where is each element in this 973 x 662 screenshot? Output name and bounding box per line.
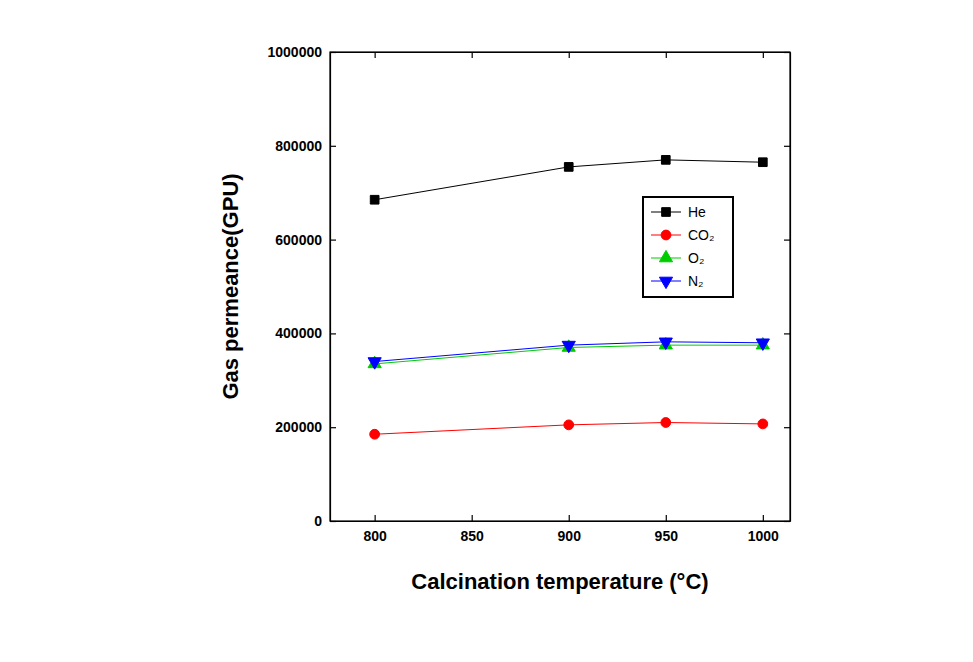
tick (784, 240, 790, 241)
tick: 800000 (275, 138, 336, 154)
legend-label: He (688, 204, 706, 220)
tick-mark (569, 515, 570, 521)
y-axis-title: Gas permeance(GPU) (218, 173, 243, 399)
tick-mark (375, 515, 376, 521)
tick: 1000 (748, 515, 779, 544)
tick-label: 850 (461, 528, 485, 544)
tick: 200000 (275, 419, 336, 435)
legend-label: N₂ (688, 273, 704, 289)
tick-mark (330, 333, 336, 334)
tick (784, 146, 790, 147)
tick-mark (666, 515, 667, 521)
tick-label: 600000 (275, 232, 322, 248)
legend-marker (661, 230, 671, 240)
tick-mark (763, 515, 764, 521)
tick-mark (330, 521, 336, 522)
tick-mark (784, 52, 790, 53)
tick-mark (472, 515, 473, 521)
marker (368, 358, 381, 369)
tick (472, 52, 473, 58)
tick-mark (784, 240, 790, 241)
tick-mark (784, 333, 790, 334)
series-line (375, 342, 763, 362)
marker (758, 419, 768, 429)
x-axis-title: Calcination temperature (°C) (411, 569, 708, 594)
marker (758, 158, 767, 167)
legend-marker (659, 250, 672, 261)
plot-frame (330, 52, 790, 521)
tick-label: 1000000 (267, 44, 322, 60)
tick: 950 (655, 515, 679, 544)
tick: 850 (461, 515, 485, 544)
marker (661, 418, 671, 428)
tick-mark (784, 427, 790, 428)
tick-label: 950 (655, 528, 679, 544)
legend: He CO₂ O₂ N₂ (643, 197, 733, 297)
tick (666, 52, 667, 58)
plot-marks (368, 156, 769, 440)
tick-label: 800000 (275, 138, 322, 154)
tick-mark (330, 240, 336, 241)
tick (784, 427, 790, 428)
tick-label: 0 (314, 513, 322, 529)
tick: 1000000 (267, 44, 336, 60)
x-axis-top-line (331, 52, 791, 53)
y-axis-right (784, 53, 791, 522)
tick-label: 900 (558, 528, 582, 544)
y-axis-line (330, 53, 331, 522)
tick-mark (763, 52, 764, 58)
tick-label: 1000 (748, 528, 779, 544)
tick-mark (330, 146, 336, 147)
tick (784, 52, 790, 53)
tick-mark (784, 521, 790, 522)
marker (661, 156, 670, 165)
tick-mark (330, 427, 336, 428)
tick: 800 (363, 515, 387, 544)
marker (564, 420, 574, 430)
x-axis: 800 850 900 950 1000 (331, 515, 791, 544)
tick: 0 (314, 513, 336, 529)
legend-label: CO₂ (688, 227, 714, 243)
tick-mark (330, 52, 336, 53)
tick-label: 200000 (275, 419, 322, 435)
tick: 900 (558, 515, 582, 544)
tick-label: 400000 (275, 325, 322, 341)
legend-marker (659, 277, 672, 288)
tick (763, 52, 764, 58)
series-line (375, 160, 763, 200)
y-axis: 0 200000 400000 600000 800000 1000000 (267, 44, 336, 529)
tick-label: 800 (363, 528, 387, 544)
tick-mark (666, 52, 667, 58)
legend-label: O₂ (688, 250, 704, 266)
tick (375, 52, 376, 58)
legend-box (643, 197, 733, 297)
legend-marker (662, 208, 671, 217)
tick-mark (569, 52, 570, 58)
marker (564, 163, 573, 172)
tick (784, 333, 790, 334)
tick-mark (472, 52, 473, 58)
marker (370, 429, 380, 439)
y-axis-right-line (790, 53, 791, 522)
x-axis-top (331, 52, 791, 58)
marker (756, 339, 769, 350)
tick (569, 52, 570, 58)
marker (562, 341, 575, 352)
marker (659, 338, 672, 349)
tick: 600000 (275, 232, 336, 248)
tick-mark (784, 146, 790, 147)
tick (784, 521, 790, 522)
x-axis-line (331, 521, 791, 522)
marker (370, 195, 379, 204)
tick-mark (375, 52, 376, 58)
marker (659, 338, 672, 349)
tick: 400000 (275, 325, 336, 341)
chart: 800 850 900 950 1000 0 200000 400000 600000 80000… (0, 0, 973, 662)
